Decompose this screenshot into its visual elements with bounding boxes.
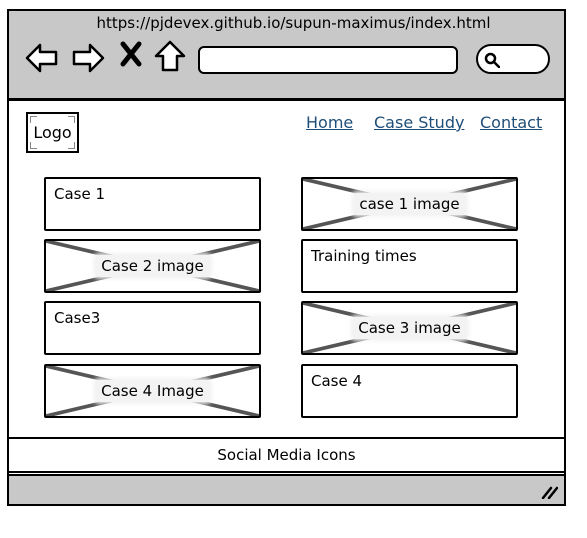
address-bar[interactable] (198, 46, 458, 74)
home-icon[interactable] (152, 38, 188, 74)
close-icon[interactable] (118, 40, 144, 68)
url-text: https://pjdevex.github.io/supun-maximus/… (96, 14, 491, 32)
case-1-card[interactable]: Case 1 (44, 177, 261, 231)
logo-corner (30, 116, 37, 123)
logo-corner (68, 142, 75, 149)
case-1-image: case 1 image (301, 177, 518, 231)
forward-arrow-icon[interactable] (70, 40, 106, 76)
training-times-card[interactable]: Training times (301, 239, 518, 293)
case-4-image-caption: Case 4 Image (95, 380, 210, 402)
logo-text: Logo (33, 123, 72, 142)
case-3-image-caption: Case 3 image (352, 317, 467, 339)
case-4-image: Case 4 Image (44, 364, 261, 418)
case-1-image-caption: case 1 image (353, 193, 466, 215)
nav-home-link[interactable]: Home (306, 113, 354, 132)
search-icon (484, 52, 500, 68)
case-4-card[interactable]: Case 4 (301, 364, 518, 418)
case-3-card[interactable]: Case3 (44, 301, 261, 355)
search-box[interactable] (476, 44, 550, 74)
case-1-label: Case 1 (54, 185, 106, 203)
footer-social-media[interactable]: Social Media Icons (7, 437, 566, 473)
case-2-image-caption: Case 2 image (95, 255, 210, 277)
logo-corner (68, 116, 75, 123)
nav-case-study-link[interactable]: Case Study (374, 113, 465, 132)
resize-handle-icon[interactable] (540, 484, 559, 500)
training-times-label: Training times (311, 247, 417, 265)
logo-corner (30, 142, 37, 149)
back-arrow-icon[interactable] (24, 40, 60, 76)
case-4-label: Case 4 (311, 372, 363, 390)
logo[interactable]: Logo (26, 112, 79, 153)
footer-text: Social Media Icons (217, 446, 356, 464)
nav-contact-link[interactable]: Contact (480, 113, 543, 132)
case-3-label: Case3 (54, 309, 101, 327)
status-bar (7, 474, 566, 506)
case-3-image: Case 3 image (301, 301, 518, 355)
case-2-image: Case 2 image (44, 239, 261, 293)
